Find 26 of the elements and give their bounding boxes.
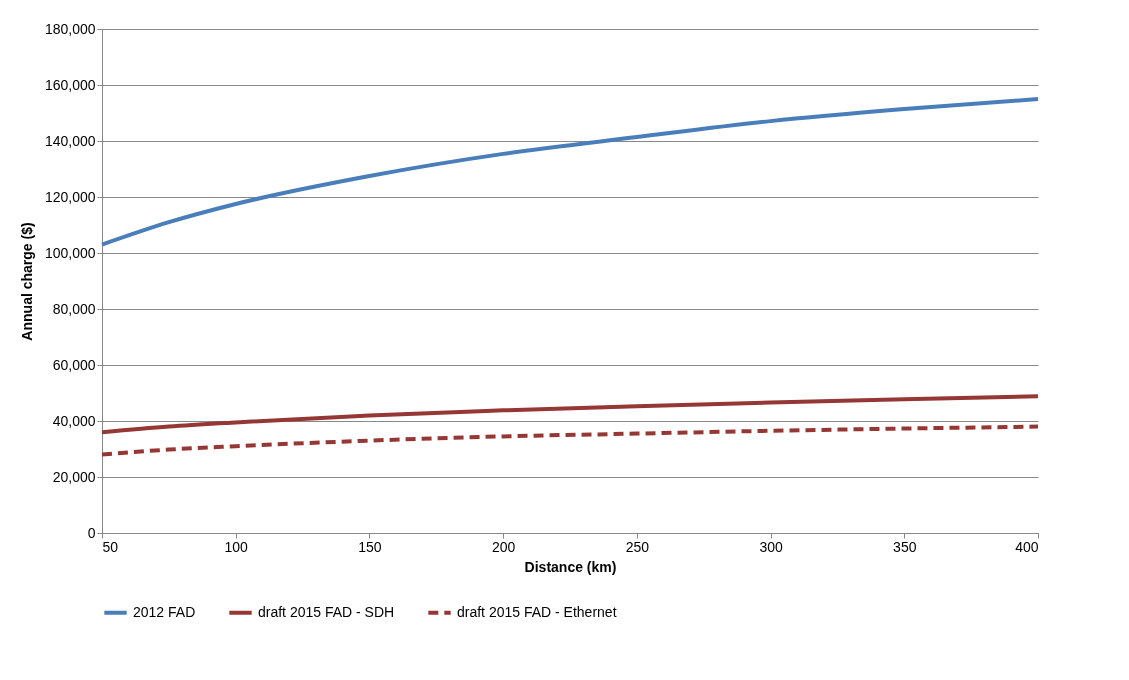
y-axis-title: Annual charge ($) [18, 222, 35, 341]
x-tick-label: 150 [358, 538, 382, 555]
y-tick-label: 0 [87, 524, 96, 541]
line-series [100, 394, 1040, 435]
x-tick-label: 400 [1015, 538, 1039, 555]
line-series [100, 97, 1040, 247]
y-tick-label: 160,000 [44, 76, 96, 93]
y-tick-label: 20,000 [52, 468, 96, 485]
y-tick-label: 60,000 [52, 356, 96, 373]
y-tick-label: 40,000 [52, 412, 96, 429]
y-tick-label: 120,000 [44, 188, 96, 205]
x-tick-label: 250 [625, 538, 650, 555]
legend-label: draft 2015 FAD - Ethernet [457, 603, 617, 620]
x-axis-title: Distance (km) [524, 558, 617, 575]
legend-label: draft 2015 FAD - SDH [258, 603, 395, 620]
legend-label: 2012 FAD [133, 603, 196, 620]
y-tick-label: 100,000 [44, 244, 96, 261]
x-tick-label: 50 [102, 538, 119, 555]
x-tick-label: 350 [893, 538, 917, 555]
y-tick-label: 180,000 [44, 20, 96, 37]
x-tick-label: 100 [224, 538, 249, 555]
y-tick-label: 140,000 [44, 132, 96, 149]
line-series [100, 424, 1040, 457]
x-tick-label: 200 [491, 538, 516, 555]
y-tick-label: 80,000 [52, 300, 96, 317]
x-tick-label: 300 [759, 538, 783, 555]
